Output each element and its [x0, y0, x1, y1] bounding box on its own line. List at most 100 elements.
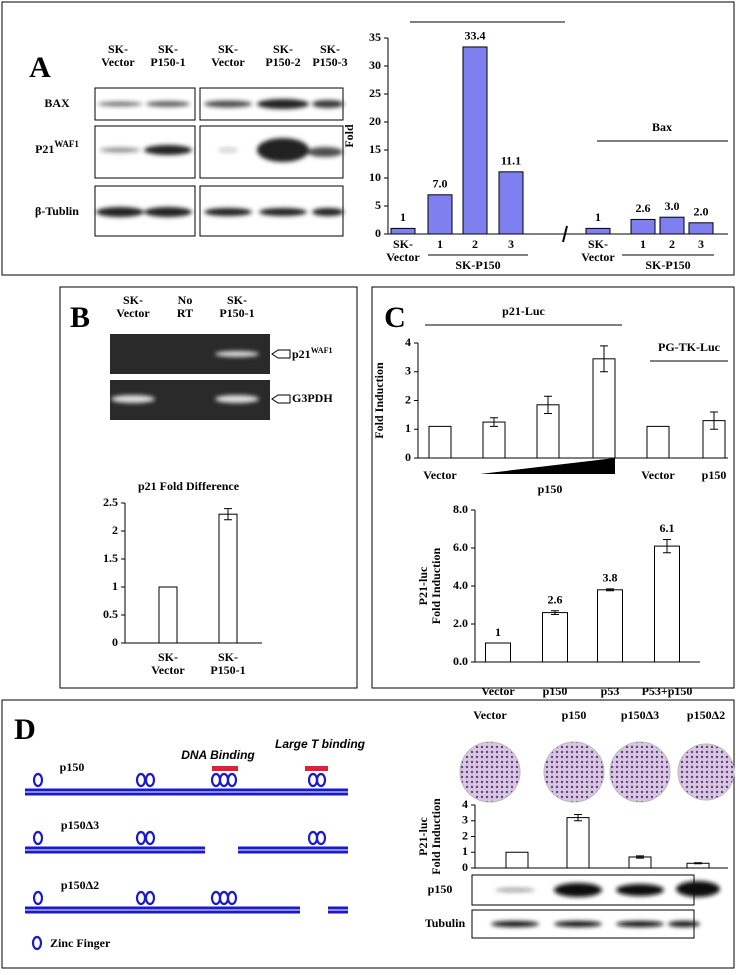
row-label: P21WAF1 [35, 139, 79, 156]
y-tick-label: 10 [369, 170, 381, 184]
lane-label: No RT [177, 293, 193, 320]
plates [459, 741, 735, 803]
western-blot [94, 87, 344, 237]
y-tick-label: 0 [375, 226, 381, 240]
bar [628, 856, 652, 869]
superscript: WAF1 [54, 139, 79, 149]
western-blot [471, 874, 720, 939]
text-line: SK- [393, 237, 413, 251]
plate-label: p150 [562, 708, 587, 722]
group-label: SK-P150 [455, 258, 500, 272]
y-tick-label: 20 [369, 114, 381, 128]
error-bar [606, 588, 614, 592]
text-line: RT [177, 306, 193, 320]
text-line: Vector [386, 250, 420, 264]
error-bar [544, 395, 552, 414]
lane-label: SK-P150-2 [265, 42, 300, 69]
text-line: SK- [273, 42, 293, 56]
y-tick-label: 6.0 [453, 540, 468, 554]
x-tick-label: SK-P150-1 [210, 650, 245, 677]
bar [630, 218, 656, 235]
x-tick-label: p150 [702, 468, 727, 482]
y-tick-label: 3 [462, 813, 468, 827]
bar [654, 545, 680, 663]
blot-label: p150 [428, 882, 453, 896]
panel-letter: A [29, 51, 51, 84]
plate-label: p150Δ3 [621, 708, 659, 722]
value-label: 2.6 [636, 201, 651, 215]
bar [498, 171, 524, 235]
y-tick-label: 4.0 [453, 578, 468, 592]
text-line: P150-1 [219, 306, 254, 320]
blot-label: Tubulin [425, 916, 466, 930]
x-tick-label: 3 [698, 237, 704, 251]
bar [566, 817, 590, 869]
text-line: Vector [581, 250, 615, 264]
y-tick-label: 0 [112, 635, 118, 649]
y-tick-label: 3 [405, 364, 411, 378]
error-bar [694, 862, 702, 865]
value-label: 7.0 [433, 177, 448, 191]
bar [688, 222, 714, 235]
bar [646, 425, 670, 459]
y-tick-label: 2.0 [453, 616, 468, 630]
y-axis-label: Fold Induction [429, 547, 443, 624]
y-tick-label: 0 [462, 860, 468, 874]
y-tick-label: 1.5 [103, 551, 118, 565]
y-tick-label: 8.0 [453, 502, 468, 516]
band-label: G3PDH [292, 391, 333, 405]
y-tick-label: 1 [462, 844, 468, 858]
y-tick-label: 5 [375, 198, 381, 212]
x-tick-label: Vector [641, 468, 675, 482]
y-tick-label: 0.5 [103, 607, 118, 621]
text-line: P150-2 [265, 55, 300, 69]
band-label: p21WAF1 [292, 346, 332, 361]
plate-label: Vector [473, 708, 507, 722]
gel [110, 334, 291, 420]
text-line: SK- [218, 42, 238, 56]
bar [542, 612, 568, 663]
x-tick-label: 3 [508, 237, 514, 251]
panel-letter: C [384, 301, 406, 334]
error-bar [600, 345, 608, 373]
y-tick-label: 0 [405, 450, 411, 464]
y-tick-label: 2 [462, 828, 468, 842]
y-tick-label: 2 [112, 523, 118, 537]
value-label: 1 [400, 210, 406, 224]
text-line: SK- [588, 237, 608, 251]
error-bar [663, 538, 671, 554]
domain-label: DNA Binding [181, 748, 255, 762]
value-label: 2.6 [548, 592, 563, 606]
x-tick-label: Vector [423, 468, 457, 482]
ramp-label: p150 [538, 482, 563, 496]
x-tick-label: p150 [543, 684, 568, 698]
text-line: SK- [158, 650, 178, 664]
text-line: SK- [320, 42, 340, 56]
error-bar [636, 855, 644, 859]
series-label: Bax [652, 120, 672, 134]
x-tick-label: SK-Vector [581, 237, 615, 264]
domain-label: Large T binding [275, 737, 366, 751]
error-bar [490, 417, 498, 427]
y-axis-label: P21-luc [416, 817, 430, 856]
y-tick-label: 15 [369, 142, 381, 156]
x-tick-label: 1 [437, 237, 443, 251]
y-tick-label: 25 [369, 86, 381, 100]
y-axis-label: Fold [342, 124, 356, 148]
value-label: 1 [595, 210, 601, 224]
text-line: Vector [116, 306, 150, 320]
value-label: 2.0 [694, 205, 709, 219]
text-line: Vector [101, 55, 135, 69]
value-label: 3.8 [603, 571, 618, 585]
x-tick-label: 2 [669, 237, 675, 251]
superscript: WAF1 [311, 346, 333, 355]
bar [597, 589, 623, 663]
y-tick-label: 1 [405, 421, 411, 435]
construct-label: p150 [60, 760, 85, 774]
chart-title: p21 Fold Difference [138, 479, 240, 493]
lane-label: SK-P150-3 [312, 42, 347, 69]
text-line: Vector [211, 55, 245, 69]
y-axis-label: P21-luc [416, 566, 430, 605]
